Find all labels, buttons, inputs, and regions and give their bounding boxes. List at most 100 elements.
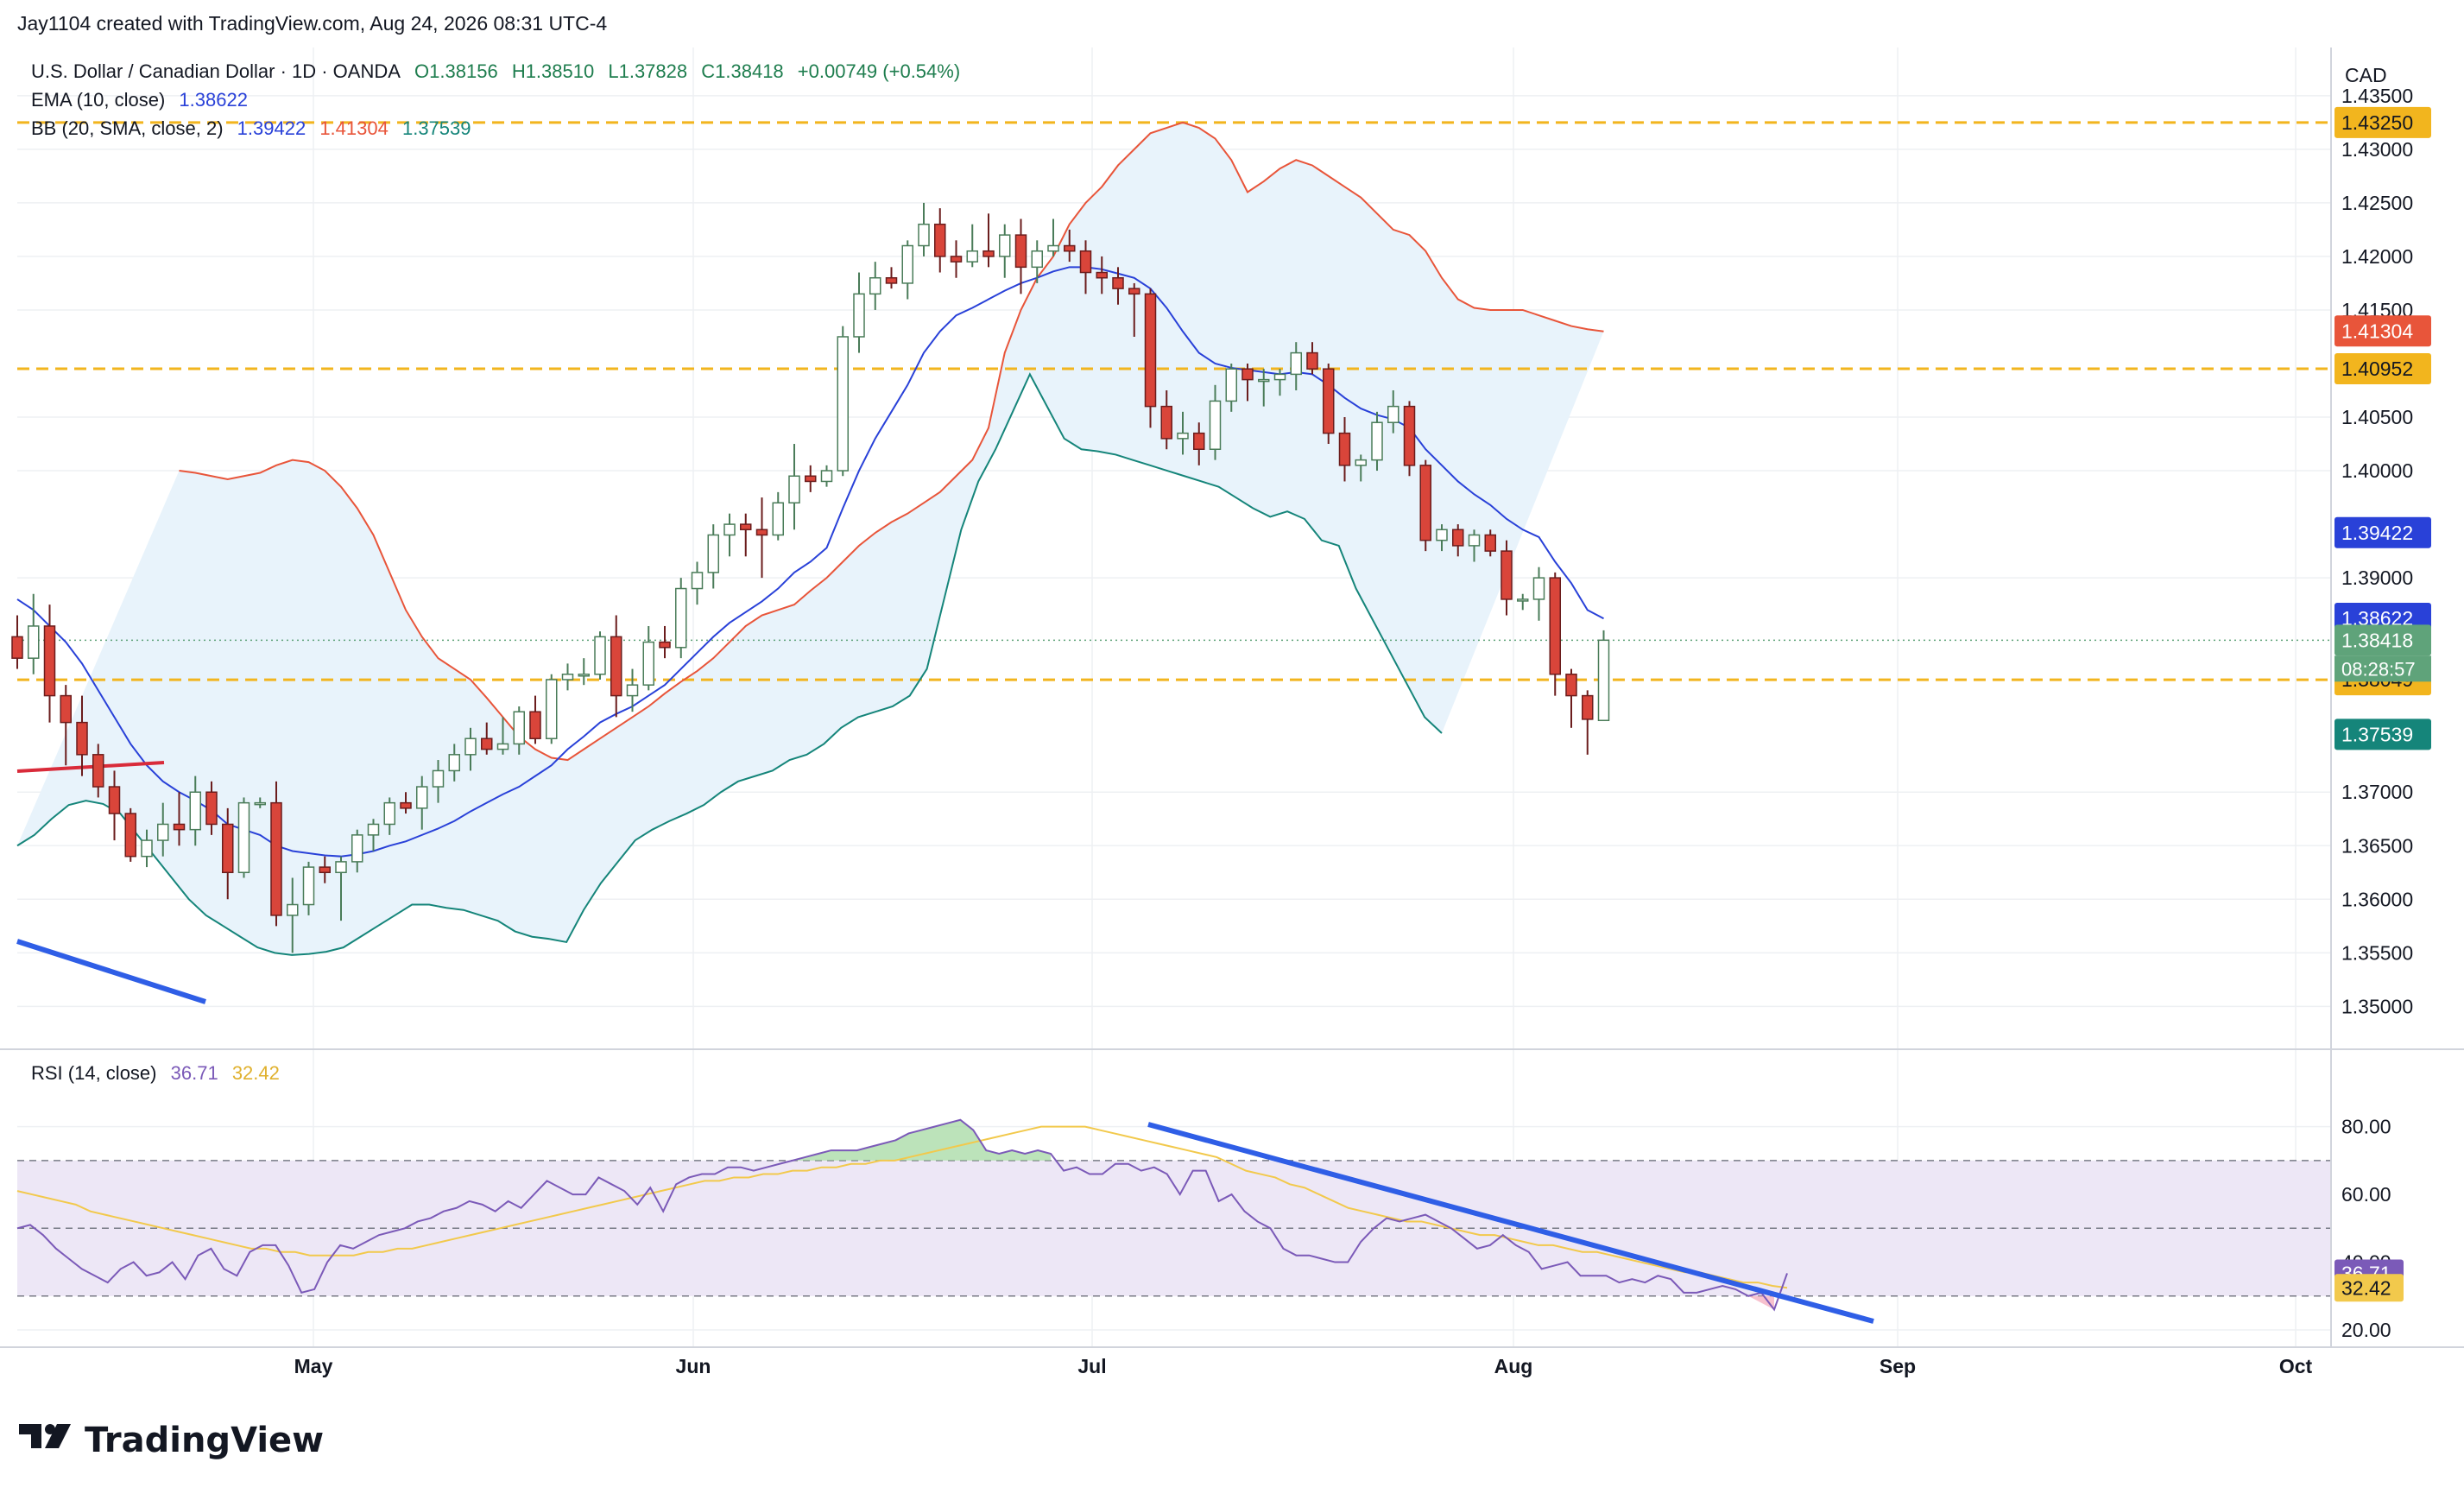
- candle: [141, 829, 153, 868]
- rsi-oversold-fill: [1748, 1295, 1775, 1310]
- rsi-tick-label: 60.00: [2341, 1183, 2391, 1206]
- ema-value: 1.38622: [179, 89, 248, 111]
- time-tick-label: Aug: [1494, 1355, 1533, 1377]
- candle: [885, 267, 898, 289]
- candle: [28, 593, 40, 674]
- candle-body: [43, 625, 56, 697]
- candle: [416, 775, 428, 830]
- rsi-tick-label: 80.00: [2341, 1116, 2391, 1138]
- candle-body: [335, 861, 347, 874]
- candle: [173, 792, 186, 846]
- candle: [189, 775, 201, 846]
- candle: [594, 631, 606, 680]
- candle: [1468, 529, 1481, 562]
- candle: [1387, 390, 1399, 434]
- symbol-legend[interactable]: U.S. Dollar / Canadian Dollar · 1D · OAN…: [31, 60, 969, 83]
- candle: [1403, 401, 1416, 477]
- candle-body: [626, 684, 639, 697]
- time-tick-label: Jun: [676, 1355, 711, 1377]
- price-tick-label: 1.35000: [2341, 995, 2413, 1017]
- candle-body: [546, 679, 558, 739]
- candle-body: [1517, 598, 1529, 602]
- candle: [755, 497, 768, 579]
- bb-upper-value: 1.41304: [319, 117, 389, 139]
- candle-body: [367, 823, 380, 836]
- candle: [496, 717, 509, 755]
- high-value: H1.38510: [511, 60, 595, 82]
- candle-body: [513, 711, 525, 745]
- rsi-ma-line: [16, 1125, 1788, 1289]
- candle-body: [1387, 405, 1399, 423]
- time-tick-label: Oct: [2279, 1355, 2313, 1377]
- horizontal-levels: [17, 121, 2331, 681]
- candle: [1355, 454, 1367, 482]
- candle: [1177, 411, 1189, 455]
- candle: [788, 444, 800, 530]
- currency-label[interactable]: CAD: [2345, 64, 2387, 86]
- candle-body: [885, 276, 898, 284]
- candle-body: [529, 711, 541, 739]
- candle-body: [1501, 550, 1513, 600]
- candle: [237, 797, 250, 878]
- candle: [1419, 459, 1431, 552]
- candle: [1014, 218, 1027, 294]
- open-value: O1.38156: [414, 60, 498, 82]
- rsi-label: RSI (14, close): [31, 1062, 157, 1084]
- candle: [319, 856, 331, 883]
- candle-body: [416, 786, 428, 809]
- rsi-legend[interactable]: RSI (14, close) 36.71 32.42: [31, 1062, 288, 1085]
- trendline-down-rsi[interactable]: [1147, 1122, 1874, 1324]
- candle-body: [464, 738, 477, 756]
- candle-body: [108, 786, 121, 814]
- candle-body: [1031, 250, 1043, 269]
- candle: [869, 262, 881, 310]
- candle-body: [610, 636, 622, 697]
- candle-body: [675, 587, 687, 649]
- rsi-value-box: [2334, 1274, 2404, 1302]
- ema-legend[interactable]: EMA (10, close) 1.38622: [31, 89, 256, 111]
- candle: [270, 781, 282, 927]
- candle-body: [999, 234, 1011, 257]
- time-tick-label: May: [294, 1355, 333, 1377]
- time-tick-label: Jul: [1077, 1355, 1106, 1377]
- candle: [1371, 411, 1383, 472]
- candle: [1128, 282, 1140, 337]
- bb-label: BB (20, SMA, close, 2): [31, 117, 224, 139]
- candle: [659, 625, 671, 659]
- red-horizontal-line[interactable]: [16, 761, 165, 773]
- candle-body: [302, 866, 315, 906]
- candle-body: [901, 244, 913, 284]
- candle-body: [1079, 250, 1092, 274]
- candle-body: [1225, 368, 1237, 402]
- candle: [707, 524, 719, 589]
- candle-body: [1144, 293, 1157, 408]
- candle: [1501, 540, 1513, 616]
- rsi-line: [16, 1118, 1788, 1312]
- candle-body: [837, 336, 849, 472]
- change-value: +0.00749 (+0.54%): [797, 60, 961, 82]
- trendline-down-price[interactable]: [16, 939, 206, 1004]
- price-label-text: 1.40952: [2341, 358, 2413, 380]
- candle: [1079, 240, 1092, 294]
- candle: [1047, 218, 1059, 256]
- candle: [432, 760, 445, 803]
- candle: [1112, 267, 1124, 305]
- candle: [950, 240, 963, 278]
- price-label-text: 1.43250: [2341, 111, 2413, 134]
- candle: [1565, 668, 1577, 728]
- candle-body: [287, 903, 299, 916]
- candle: [448, 744, 460, 782]
- price-tick-label: 1.36500: [2341, 834, 2413, 857]
- rsi-value: 36.71: [170, 1062, 218, 1084]
- countdown-box: [2334, 655, 2431, 682]
- candle: [820, 465, 833, 487]
- ema-label: EMA (10, close): [31, 89, 166, 111]
- bb-legend[interactable]: BB (20, SMA, close, 2) 1.39422 1.41304 1…: [31, 117, 480, 140]
- price-tick-label: 1.43500: [2341, 85, 2413, 107]
- price-label-box: [2334, 352, 2431, 384]
- candle-body: [1484, 534, 1496, 552]
- price-tick-label: 1.36000: [2341, 888, 2413, 910]
- candle-body: [1209, 400, 1222, 450]
- candle-body: [1582, 694, 1594, 720]
